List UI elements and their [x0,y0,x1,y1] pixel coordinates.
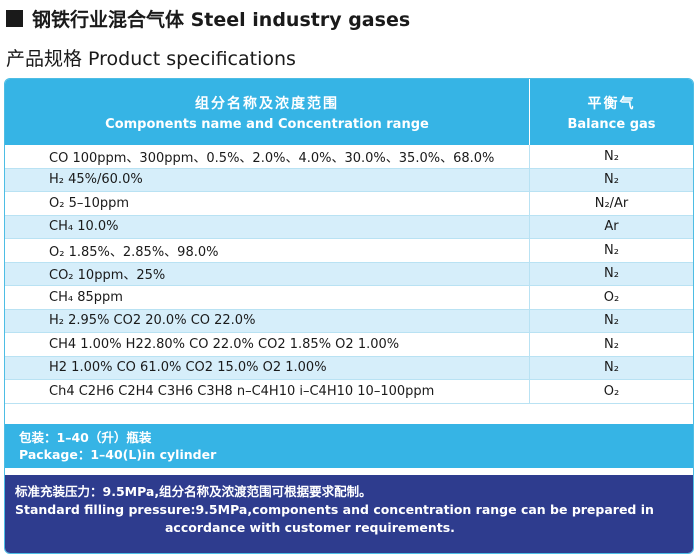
balance-cell: O₂ [603,383,620,399]
section-subheading: 产品规格 Product specifications [6,48,296,70]
table-row: CO 100ppm、300ppm、0.5%、2.0%、4.0%、30.0%、35… [5,145,693,169]
pressure-en-line2: accordance with customer requirements. [165,520,455,535]
table-row: CO₂ 10ppm、25% N₂ [5,262,693,286]
balance-cell: N₂ [604,266,619,282]
component-cell: CH₄ 10.0% [5,215,530,238]
table-row: H2 1.00% CO 61.0% CO2 15.0% O2 1.00% N₂ [5,356,693,380]
component-cell: H₂ 45%/60.0% [5,168,530,191]
table-row: H₂ 45%/60.0% N₂ [5,168,693,192]
component-cell: H2 1.00% CO 61.0% CO2 15.0% O2 1.00% [5,356,530,379]
table-body: CO 100ppm、300ppm、0.5%、2.0%、4.0%、30.0%、35… [5,145,693,404]
page-heading: 钢铁行业混合气体 Steel industry gases [6,4,410,32]
component-cell: Ch4 C2H6 C2H4 C3H6 C3H8 n–C4H10 i–C4H10 … [5,380,530,403]
table-row: O₂ 5–10ppm N₂/Ar [5,192,693,216]
balance-cell: O₂ [603,289,620,305]
component-cell: CH4 1.00% H22.80% CO 22.0% CO2 1.85% O2 … [5,333,530,356]
pressure-zh: 标准充装压力：9.5MPa,组分名称及浓渡范围可根据要求配制。 [15,484,372,499]
specifications-panel: 组分名称及浓度范围 Components name and Concentrat… [4,78,694,554]
component-cell: O₂ 5–10ppm [5,192,530,215]
balance-cell: N₂ [604,172,619,188]
header-balance-en: Balance gas [567,116,656,132]
component-cell: CO 100ppm、300ppm、0.5%、2.0%、4.0%、30.0%、35… [5,145,530,168]
header-components-en: Components name and Concentration range [105,116,429,132]
square-bullet-icon [6,9,23,27]
header-components-zh: 组分名称及浓度范围 [195,95,339,112]
header-components: 组分名称及浓度范围 Components name and Concentrat… [5,79,530,145]
package-info: 包装：1–40（升）瓶装 Package：1–40(L)in cylinder [5,424,693,468]
balance-cell: N₂ [604,336,619,352]
component-cell: CO₂ 10ppm、25% [5,262,530,285]
balance-cell: N₂/Ar [594,195,629,211]
table-row: Ch4 C2H6 C2H4 C3H6 C3H8 n–C4H10 i–C4H10 … [5,380,693,404]
balance-cell: N₂ [604,313,619,329]
balance-cell: N₂ [604,242,619,258]
balance-cell: Ar [604,219,619,235]
component-cell: H₂ 2.95% CO2 20.0% CO 22.0% [5,309,530,332]
header-balance-zh: 平衡气 [587,95,636,112]
table-row: CH₄ 10.0% Ar [5,215,693,239]
package-zh: 包装：1–40（升）瓶装 [19,430,152,445]
table-row: CH₄ 85ppm O₂ [5,286,693,310]
table-row: H₂ 2.95% CO2 20.0% CO 22.0% N₂ [5,309,693,333]
table-header: 组分名称及浓度范围 Components name and Concentrat… [5,79,693,145]
heading-title: 钢铁行业混合气体 Steel industry gases [32,8,411,31]
component-cell: O₂ 1.85%、2.85%、98.0% [5,239,530,262]
filling-pressure-info: 标准充装压力：9.5MPa,组分名称及浓渡范围可根据要求配制。 Standard… [5,475,693,553]
table-row: CH4 1.00% H22.80% CO 22.0% CO2 1.85% O2 … [5,333,693,357]
header-balance: 平衡气 Balance gas [530,79,693,145]
pressure-en-line1: Standard filling pressure:9.5MPa,compone… [15,502,654,517]
balance-cell: N₂ [604,360,619,376]
balance-cell: N₂ [604,148,619,164]
component-cell: CH₄ 85ppm [5,286,530,309]
table-row: O₂ 1.85%、2.85%、98.0% N₂ [5,239,693,263]
package-en: Package：1–40(L)in cylinder [19,447,217,462]
